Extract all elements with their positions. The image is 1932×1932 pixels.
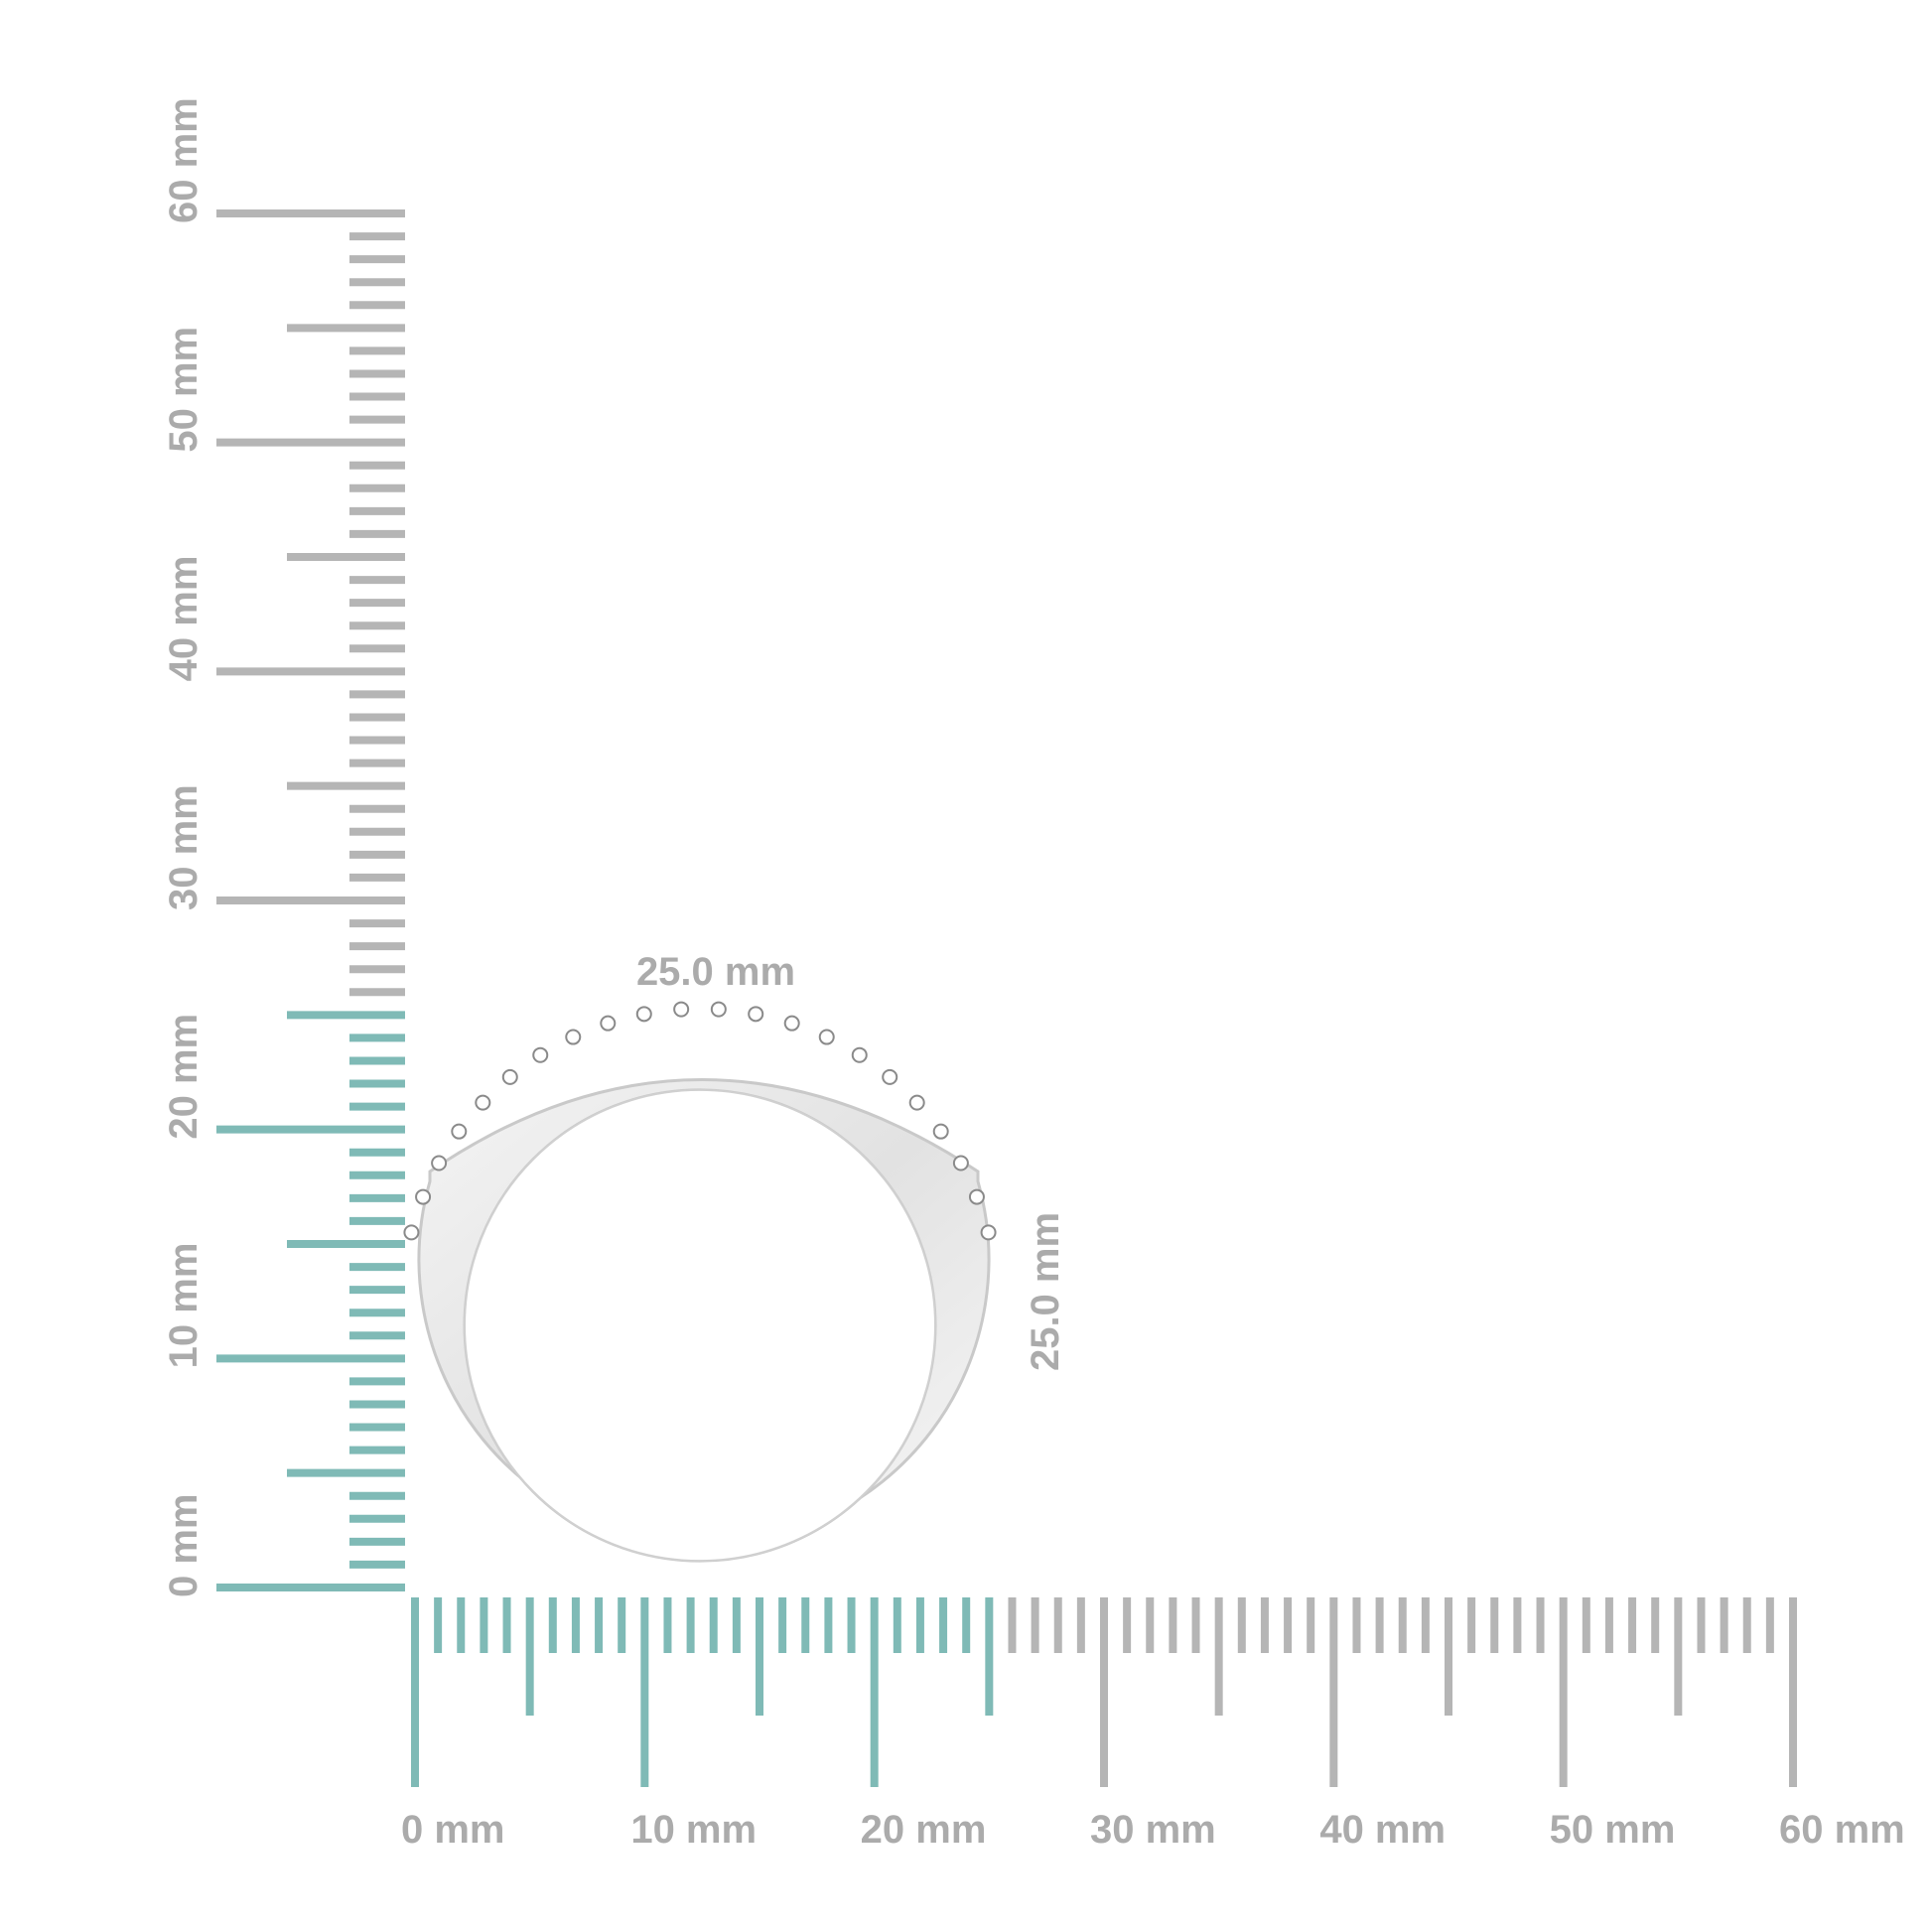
height-dimension: 25.0 mm — [1024, 1212, 1067, 1371]
x-ruler-label: 0 mm — [401, 1808, 505, 1852]
y-ruler-label: 60 mm — [162, 97, 206, 223]
stone — [501, 1068, 518, 1085]
y-ruler-label: 0 mm — [162, 1494, 206, 1598]
stone — [532, 1046, 549, 1063]
stone — [635, 1006, 652, 1023]
stone — [431, 1155, 448, 1172]
stone — [415, 1188, 432, 1205]
x-ruler-label: 10 mm — [630, 1808, 757, 1852]
x-ruler-label: 60 mm — [1779, 1808, 1905, 1852]
x-ruler-label: 20 mm — [861, 1808, 987, 1852]
stones — [403, 1001, 997, 1241]
stone — [403, 1224, 420, 1241]
stone — [980, 1224, 997, 1241]
stone — [932, 1123, 949, 1140]
stone — [600, 1015, 617, 1032]
stone — [748, 1006, 764, 1023]
stone — [818, 1029, 835, 1045]
x-ruler-label: 50 mm — [1550, 1808, 1676, 1852]
y-ruler-label: 50 mm — [162, 327, 206, 453]
stone — [565, 1029, 582, 1045]
stone — [882, 1068, 898, 1085]
y-ruler-label: 30 mm — [162, 784, 206, 910]
stone — [783, 1015, 800, 1032]
width-dimension: 25.0 mm — [636, 950, 795, 994]
stone — [451, 1123, 468, 1140]
y-ruler-label: 20 mm — [162, 1014, 206, 1140]
x-ruler-label: 40 mm — [1319, 1808, 1446, 1852]
stone — [952, 1155, 969, 1172]
ring — [403, 1001, 997, 1563]
ring-inner — [463, 1089, 937, 1562]
stone — [673, 1001, 690, 1018]
stone — [851, 1046, 868, 1063]
stone — [475, 1094, 491, 1111]
stone — [968, 1188, 985, 1205]
stone — [908, 1094, 925, 1111]
y-ruler-label: 40 mm — [162, 556, 206, 682]
y-ruler-label: 10 mm — [162, 1243, 206, 1369]
stone — [710, 1001, 727, 1018]
x-ruler-label: 30 mm — [1090, 1808, 1216, 1852]
